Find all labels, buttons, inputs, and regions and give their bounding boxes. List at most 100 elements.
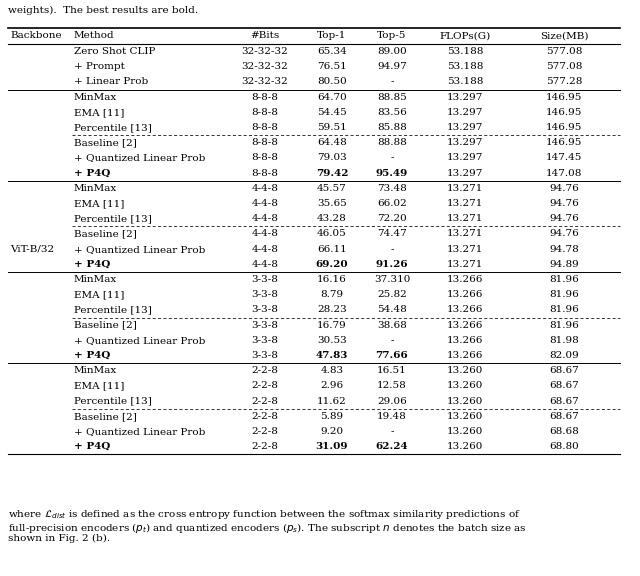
Text: 35.65: 35.65: [317, 199, 347, 208]
Text: 13.260: 13.260: [447, 427, 483, 436]
Text: shown in Fig. 2 (b).: shown in Fig. 2 (b).: [8, 534, 110, 543]
Text: 3-3-8: 3-3-8: [252, 305, 278, 314]
Text: 94.76: 94.76: [549, 229, 579, 238]
Text: 28.23: 28.23: [317, 305, 347, 314]
Text: 94.78: 94.78: [549, 245, 579, 253]
Text: 62.24: 62.24: [376, 442, 408, 452]
Text: 4-4-8: 4-4-8: [252, 260, 278, 269]
Text: 83.56: 83.56: [377, 108, 407, 117]
Text: 68.67: 68.67: [549, 366, 579, 376]
Text: 73.48: 73.48: [377, 184, 407, 193]
Text: 146.95: 146.95: [546, 93, 582, 102]
Text: 146.95: 146.95: [546, 123, 582, 132]
Text: 13.260: 13.260: [447, 381, 483, 391]
Text: 81.98: 81.98: [549, 336, 579, 345]
Text: full-precision encoders ($p_t$) and quantized encoders ($p_s$). The subscript $n: full-precision encoders ($p_t$) and quan…: [8, 521, 527, 535]
Text: 2.96: 2.96: [321, 381, 344, 391]
Text: 37.310: 37.310: [374, 275, 410, 284]
Text: 13.297: 13.297: [447, 138, 483, 147]
Text: 8.79: 8.79: [321, 290, 344, 300]
Text: 88.85: 88.85: [377, 93, 407, 102]
Text: 53.188: 53.188: [447, 47, 483, 56]
Text: FLOPs(G): FLOPs(G): [440, 32, 491, 40]
Text: Percentile [13]: Percentile [13]: [74, 305, 152, 314]
Text: 13.271: 13.271: [447, 199, 483, 208]
Text: 29.06: 29.06: [377, 397, 407, 406]
Text: 13.297: 13.297: [447, 93, 483, 102]
Text: Percentile [13]: Percentile [13]: [74, 214, 152, 223]
Text: 81.96: 81.96: [549, 290, 579, 300]
Text: + P4Q: + P4Q: [74, 260, 110, 269]
Text: 95.49: 95.49: [376, 169, 408, 178]
Text: 146.95: 146.95: [546, 138, 582, 147]
Text: 74.47: 74.47: [377, 229, 407, 238]
Text: 79.42: 79.42: [316, 169, 348, 178]
Text: 11.62: 11.62: [317, 397, 347, 406]
Text: 76.51: 76.51: [317, 62, 347, 71]
Text: 13.260: 13.260: [447, 366, 483, 376]
Text: 54.48: 54.48: [377, 305, 407, 314]
Text: 64.48: 64.48: [317, 138, 347, 147]
Text: EMA [11]: EMA [11]: [74, 199, 124, 208]
Text: 79.03: 79.03: [317, 153, 347, 162]
Text: 68.80: 68.80: [549, 442, 579, 452]
Text: 72.20: 72.20: [377, 214, 407, 223]
Text: 45.57: 45.57: [317, 184, 347, 193]
Text: 577.28: 577.28: [546, 78, 582, 86]
Text: 94.76: 94.76: [549, 199, 579, 208]
Text: 4-4-8: 4-4-8: [252, 229, 278, 238]
Text: 13.266: 13.266: [447, 336, 483, 345]
Text: #Bits: #Bits: [250, 32, 280, 40]
Text: 147.08: 147.08: [546, 169, 582, 178]
Text: + P4Q: + P4Q: [74, 169, 110, 178]
Text: 4-4-8: 4-4-8: [252, 184, 278, 193]
Text: 8-8-8: 8-8-8: [252, 123, 278, 132]
Text: 2-2-8: 2-2-8: [252, 442, 278, 452]
Text: -: -: [390, 336, 394, 345]
Text: 4-4-8: 4-4-8: [252, 214, 278, 223]
Text: -: -: [390, 153, 394, 162]
Text: EMA [11]: EMA [11]: [74, 290, 124, 300]
Text: 43.28: 43.28: [317, 214, 347, 223]
Text: MinMax: MinMax: [74, 275, 117, 284]
Text: 68.67: 68.67: [549, 397, 579, 406]
Text: 12.58: 12.58: [377, 381, 407, 391]
Text: Top-5: Top-5: [378, 32, 406, 40]
Text: 13.260: 13.260: [447, 397, 483, 406]
Text: 16.16: 16.16: [317, 275, 347, 284]
Text: 13.271: 13.271: [447, 260, 483, 269]
Text: 13.271: 13.271: [447, 229, 483, 238]
Text: 13.266: 13.266: [447, 321, 483, 329]
Text: 81.96: 81.96: [549, 275, 579, 284]
Text: + P4Q: + P4Q: [74, 351, 110, 360]
Text: Method: Method: [74, 32, 115, 40]
Text: + P4Q: + P4Q: [74, 442, 110, 452]
Text: 5.89: 5.89: [321, 412, 344, 421]
Text: 13.266: 13.266: [447, 351, 483, 360]
Text: Baseline [2]: Baseline [2]: [74, 229, 137, 238]
Text: 65.34: 65.34: [317, 47, 347, 56]
Text: 66.11: 66.11: [317, 245, 347, 253]
Text: 13.297: 13.297: [447, 169, 483, 178]
Text: 46.05: 46.05: [317, 229, 347, 238]
Text: 38.68: 38.68: [377, 321, 407, 329]
Text: 4-4-8: 4-4-8: [252, 245, 278, 253]
Text: 32-32-32: 32-32-32: [242, 47, 289, 56]
Text: 2-2-8: 2-2-8: [252, 412, 278, 421]
Text: 32-32-32: 32-32-32: [242, 78, 289, 86]
Text: 54.45: 54.45: [317, 108, 347, 117]
Text: 91.26: 91.26: [376, 260, 408, 269]
Text: 3-3-8: 3-3-8: [252, 321, 278, 329]
Text: 8-8-8: 8-8-8: [252, 153, 278, 162]
Text: + Linear Prob: + Linear Prob: [74, 78, 148, 86]
Text: 31.09: 31.09: [316, 442, 348, 452]
Text: 147.45: 147.45: [546, 153, 582, 162]
Text: 577.08: 577.08: [546, 47, 582, 56]
Text: 53.188: 53.188: [447, 78, 483, 86]
Text: where $\mathcal{L}_{dist}$ is defined as the cross entropy function between the : where $\mathcal{L}_{dist}$ is defined as…: [8, 508, 521, 521]
Text: 13.271: 13.271: [447, 184, 483, 193]
Text: Baseline [2]: Baseline [2]: [74, 412, 137, 421]
Text: 85.88: 85.88: [377, 123, 407, 132]
Text: 3-3-8: 3-3-8: [252, 351, 278, 360]
Text: 81.96: 81.96: [549, 305, 579, 314]
